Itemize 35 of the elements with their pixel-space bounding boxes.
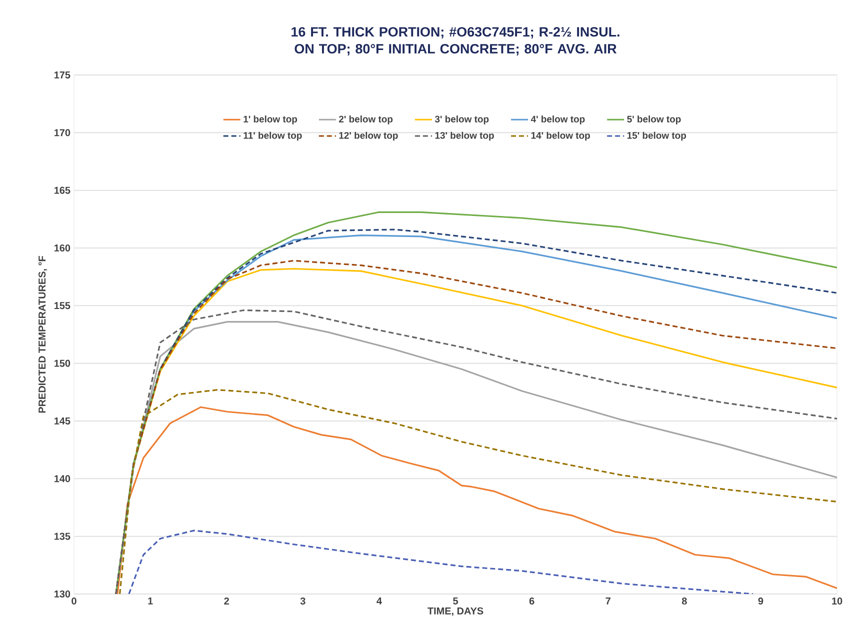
x-tick-label: 8 bbox=[682, 598, 687, 605]
y-tick-label: 145 bbox=[54, 418, 70, 424]
y-tick-label: 135 bbox=[54, 532, 70, 540]
y-tick-label: 165 bbox=[54, 186, 70, 194]
legend-label: 11' below top bbox=[244, 132, 302, 141]
x-tick-label: 6 bbox=[529, 598, 534, 605]
y-tick-label: 170 bbox=[54, 129, 70, 136]
legend-label: 4' below top bbox=[530, 116, 585, 124]
y-tick-label: 130 bbox=[54, 590, 70, 598]
x-tick-label: 10 bbox=[832, 598, 842, 605]
legend-label: 3' below top bbox=[434, 116, 489, 124]
legend-label: 12' below top bbox=[339, 132, 398, 141]
legend-label: 2' below top bbox=[338, 116, 393, 124]
legend-label: 1' below top bbox=[244, 116, 298, 124]
x-tick-label: 5 bbox=[453, 598, 458, 604]
y-tick-label: 155 bbox=[54, 302, 70, 310]
x-tick-label: 0 bbox=[72, 598, 76, 605]
x-tick-label: 9 bbox=[758, 598, 764, 605]
line-series bbox=[128, 530, 754, 594]
legend-label: 5' below top bbox=[627, 116, 681, 124]
legend-label: 15' below top bbox=[627, 132, 686, 141]
legend-label: 14' below top bbox=[531, 132, 590, 141]
y-tick-label: 160 bbox=[54, 244, 70, 252]
y-tick-label: 150 bbox=[54, 360, 70, 367]
x-tick-label: 2 bbox=[224, 598, 229, 604]
chart-title: 16 FT. THICK PORTION; #O63C745F1; R-2½ INSUL. ON TOP; 80°F INITIAL CONCRETE; 80°F AVG. AIR bbox=[292, 27, 620, 56]
x-tick-label: 4 bbox=[376, 598, 382, 604]
y-tick-label: 140 bbox=[54, 475, 70, 482]
x-tick-label: 1 bbox=[148, 598, 153, 604]
x-tick-label: 7 bbox=[606, 598, 610, 604]
x-tick-label: 3 bbox=[300, 598, 306, 605]
y-tick-label: 175 bbox=[54, 72, 70, 78]
x-axis-title: TIME, DAYS bbox=[428, 607, 484, 616]
y-axis-title: PREDICTED TEMPERATURES, °F bbox=[38, 256, 48, 413]
legend-label: 13' below top bbox=[435, 132, 494, 141]
